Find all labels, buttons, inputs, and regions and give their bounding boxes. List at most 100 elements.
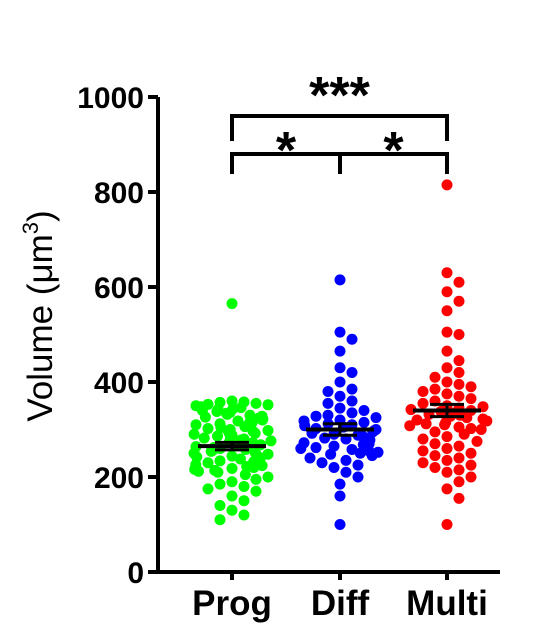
multi-data-point [454, 453, 465, 464]
prog-data-point [215, 479, 226, 490]
diff-data-point [335, 346, 346, 357]
multi-data-point [442, 327, 453, 338]
diff-data-point [335, 519, 346, 530]
diff-data-point [335, 479, 346, 490]
diff-data-point [335, 362, 346, 373]
multi-data-point [442, 388, 453, 399]
prog-data-point [251, 486, 262, 497]
multi-data-point [466, 472, 477, 483]
y-axis-title-superscript: 3 [18, 222, 43, 234]
multi-data-point [418, 457, 429, 468]
prog-data-point [239, 510, 250, 521]
x-category-label-diff: Diff [311, 584, 370, 623]
prog-data-point [193, 466, 204, 477]
prog-data-point [263, 399, 274, 410]
multi-data-point [442, 305, 453, 316]
y-tick-label-1000: 1000 [77, 82, 144, 115]
multi-data-point [439, 419, 450, 430]
diff-data-point [305, 453, 316, 464]
prog-data-point [211, 406, 222, 417]
y-tick-label-200: 200 [94, 462, 144, 495]
multi-data-point [454, 355, 465, 366]
prog-data-point [227, 491, 238, 502]
prog-data-point [203, 483, 214, 494]
multi-data-point [442, 346, 453, 357]
multi-data-point [404, 420, 415, 431]
multi-data-point [442, 179, 453, 190]
prog-data-point [250, 428, 261, 439]
multi-data-point [442, 286, 453, 297]
prog-data-point [239, 481, 250, 492]
multi-data-point [442, 443, 453, 454]
diff-data-point [353, 460, 364, 471]
multi-data-point [454, 329, 465, 340]
prog-data-point [227, 463, 238, 474]
prog-data-point [215, 514, 226, 525]
diff-data-point [335, 274, 346, 285]
prog-data-point [203, 423, 214, 434]
multi-data-point [454, 296, 465, 307]
multi-data-point [430, 426, 441, 437]
diff-data-point [347, 384, 358, 395]
y-axis-title-text: Volume (μm [21, 234, 60, 421]
prog-data-point [189, 429, 200, 440]
prog-data-point [263, 472, 274, 483]
diff-data-point [335, 403, 346, 414]
y-axis-title-suffix: ) [21, 210, 60, 222]
multi-data-point [418, 386, 429, 397]
multi-data-point [454, 441, 465, 452]
multi-data-point [421, 418, 432, 429]
diff-data-point [359, 405, 370, 416]
prog-data-point [222, 409, 233, 420]
diff-data-point [317, 457, 328, 468]
diff-data-point [295, 443, 306, 454]
y-tick-label-800: 800 [94, 177, 144, 210]
diff-data-point [325, 449, 336, 460]
multi-data-point [454, 391, 465, 402]
diff-data-point [335, 377, 346, 388]
multi-data-point [472, 436, 483, 447]
multi-data-point [454, 464, 465, 475]
data-points [189, 179, 493, 530]
prog-data-point [263, 425, 274, 436]
sig-label-prog-diff: * [276, 122, 297, 180]
multi-data-point [454, 493, 465, 504]
multi-data-point [442, 267, 453, 278]
y-tick-label-600: 600 [94, 272, 144, 305]
x-category-label-prog: Prog [192, 584, 272, 623]
multi-data-point [430, 372, 441, 383]
prog-data-point [227, 298, 238, 309]
multi-data-point [442, 455, 453, 466]
x-category-label-multi: Multi [406, 584, 488, 623]
prog-data-point [248, 462, 259, 473]
y-axis-title: Volume (μm3) [18, 210, 60, 421]
diff-data-point [371, 412, 382, 423]
prog-data-point [240, 469, 251, 480]
prog-data-point [251, 474, 262, 485]
diff-data-point [311, 411, 322, 422]
diff-data-point [311, 442, 322, 453]
multi-data-point [442, 362, 453, 373]
diff-data-point [323, 398, 334, 409]
prog-data-point [257, 415, 268, 426]
multi-data-point [430, 438, 441, 449]
diff-data-point [347, 367, 358, 378]
multi-data-point [466, 460, 477, 471]
prog-data-point [251, 398, 262, 409]
prog-data-point [212, 431, 223, 442]
sig-label-diff-multi: * [383, 122, 404, 180]
multi-data-point [476, 424, 487, 435]
y-tick-label-400: 400 [94, 367, 144, 400]
multi-data-point [442, 467, 453, 478]
diff-data-point [341, 455, 352, 466]
diff-data-point [323, 386, 334, 397]
multi-data-point [418, 445, 429, 456]
significance-brackets: **** * [232, 67, 447, 180]
multi-data-point [442, 431, 453, 442]
multi-data-point [466, 448, 477, 459]
diff-data-point [367, 450, 378, 461]
diff-data-point [359, 417, 370, 428]
multi-data-point [454, 379, 465, 390]
multi-data-point [466, 381, 477, 392]
